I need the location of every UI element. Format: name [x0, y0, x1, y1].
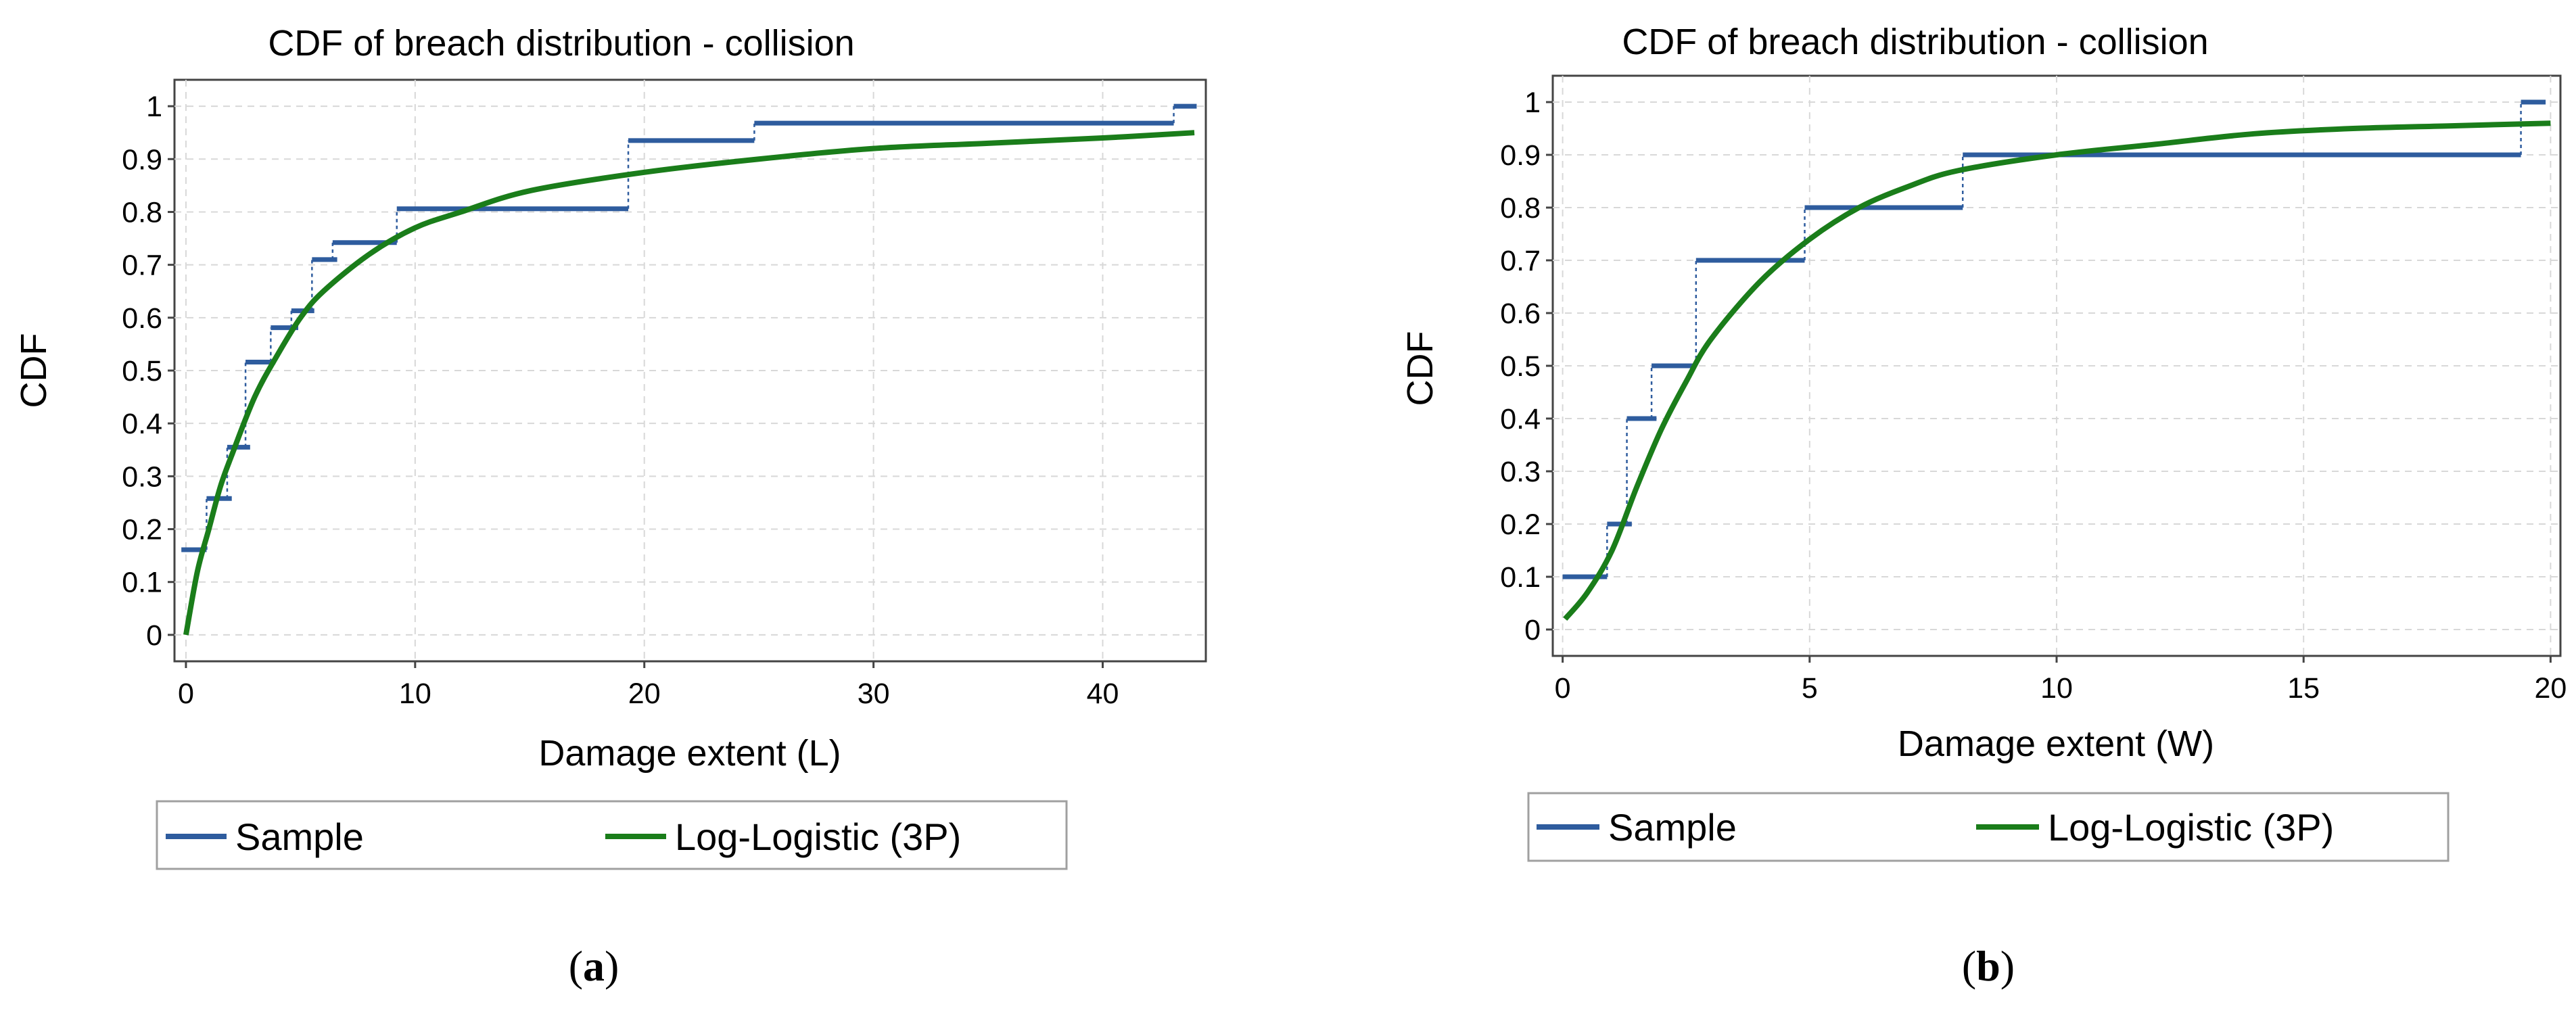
- x-tick-label: 40: [1087, 678, 1119, 710]
- x-tick-label: 0: [1555, 672, 1571, 705]
- y-tick-label: 0.4: [1500, 403, 1541, 435]
- x-tick-label: 20: [2534, 672, 2567, 705]
- y-tick-label: 0: [1524, 614, 1541, 646]
- chart-title-a: CDF of breach distribution - collision: [268, 23, 854, 64]
- x-tick-label: 0: [178, 678, 194, 710]
- series-b: [1562, 99, 2551, 621]
- x-tick-label: 15: [2287, 672, 2320, 705]
- chart-title-b: CDF of breach distribution - collision: [1622, 22, 2208, 62]
- y-tick-label: 0.4: [122, 408, 162, 440]
- legend-b: Sample Log-Logistic (3P): [1527, 792, 2450, 862]
- y-tick-label: 0.9: [1500, 139, 1541, 172]
- series-a: [181, 103, 1197, 636]
- y-tick-label: 0.3: [122, 460, 162, 493]
- y-axis-label-b: CDF: [1400, 331, 1441, 406]
- x-tick-label: 20: [628, 678, 661, 710]
- fit-curve: [1563, 120, 2551, 621]
- y-tick-label: 0.9: [122, 143, 162, 176]
- legend-sample-label-a: Sample: [235, 815, 364, 858]
- x-tick-label: 10: [399, 678, 431, 710]
- chart-panel-a: CDF of breach distribution - collision 0…: [14, 23, 1207, 990]
- y-tick-label: 1: [1524, 87, 1541, 119]
- legend-a: Sample Log-Logistic (3P): [156, 800, 1068, 870]
- x-axis-label-a: Damage extent (L): [538, 733, 841, 774]
- y-tick-label: 0.3: [1500, 456, 1541, 488]
- y-tick-label: 0.6: [122, 302, 162, 335]
- y-tick-label: 0.2: [1500, 508, 1541, 541]
- fit-curve: [183, 130, 1195, 636]
- panel-caption-a: (a): [569, 942, 619, 990]
- x-tick-label: 30: [858, 678, 890, 710]
- panel-caption-letter-a: a: [583, 942, 605, 990]
- y-tick-label: 0.7: [1500, 245, 1541, 277]
- y-tick-label: 0.5: [122, 355, 162, 387]
- y-tick-label: 1: [146, 91, 162, 123]
- x-axis-label-b: Damage extent (W): [1898, 724, 2214, 764]
- ticks-b: 00.10.20.30.40.50.60.70.80.910 5 10 15 20: [1500, 87, 2567, 705]
- legend-sample-label-b: Sample: [1608, 806, 1737, 849]
- legend-fit-label-b: Log-Logistic (3P): [2048, 806, 2334, 849]
- y-tick-label: 0.8: [122, 196, 162, 229]
- y-tick-label: 0.5: [1500, 350, 1541, 383]
- panel-caption-b: (b): [1962, 942, 2015, 990]
- y-tick-label: 0.1: [1500, 561, 1541, 594]
- y-tick-label: 0.8: [1500, 192, 1541, 224]
- legend-fit-label-a: Log-Logistic (3P): [675, 815, 961, 858]
- x-tick-label: 5: [1802, 672, 1818, 705]
- x-tick-label: 10: [2040, 672, 2073, 705]
- y-tick-label: 0.2: [122, 514, 162, 546]
- panel-caption-letter-b: b: [1976, 942, 2000, 990]
- y-tick-label: 0.6: [1500, 298, 1541, 330]
- y-tick-label: 0.1: [122, 567, 162, 599]
- y-axis-label-a: CDF: [14, 333, 54, 408]
- chart-panel-b: CDF of breach distribution - collision 0…: [1400, 22, 2567, 990]
- grid-a: [174, 80, 1206, 661]
- y-tick-label: 0: [146, 619, 162, 652]
- ticks-a: 00.10.20.30.40.50.60.70.80.910 10 20 30 40: [122, 91, 1119, 710]
- y-tick-label: 0.7: [122, 250, 162, 282]
